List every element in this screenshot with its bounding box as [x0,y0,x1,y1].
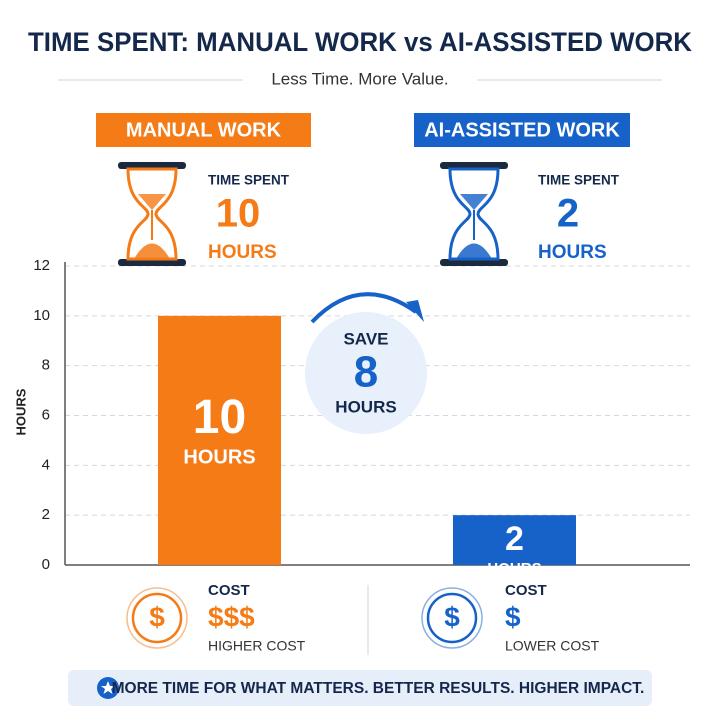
time-unit: HOURS [538,242,607,263]
time-value: 10 [216,192,261,236]
bar-value-label: 10 [193,391,246,444]
y-tick-label: 0 [42,556,50,573]
y-tick-label: 10 [33,307,50,324]
savings-value: 8 [354,348,378,397]
time-unit: HOURS [208,242,277,263]
footer-box [68,670,652,706]
y-axis-label: HOURS [13,388,28,435]
savings-bubble [305,312,427,434]
y-tick-label: 4 [42,456,50,473]
time-caption: TIME SPENT [538,173,620,188]
cost-icon [131,592,183,644]
bar-value-label: 2 [505,520,524,558]
cost-level: $ [505,601,521,632]
cost-icon-symbol: $ [444,601,460,632]
title: TIME SPENT: MANUAL WORK vs AI-ASSISTED W… [28,27,692,57]
hourglass-icon [118,162,186,266]
y-tick-label: 2 [42,506,50,523]
subtitle: Less Time. More Value. [271,69,448,88]
panel-label-box [414,113,630,147]
y-tick-label: 12 [33,257,50,274]
savings-label: SAVE [343,329,388,348]
bar-unit-label: HOURS [487,560,541,577]
cost-caption: COST [505,582,547,599]
time-value: 2 [557,192,579,236]
bar [453,515,576,565]
cost-icon-ring [421,587,483,649]
bar-unit-label: HOURS [183,447,255,469]
y-tick-label: 8 [42,357,50,374]
bar [158,315,281,565]
panel-label: AI-ASSISTED WORK [424,119,620,141]
cost-note: HIGHER COST [208,638,306,654]
cost-icon [426,592,478,644]
cost-level: $$$ [208,601,255,632]
savings-unit: HOURS [335,397,396,416]
cost-icon-symbol: $ [149,601,165,632]
cost-caption: COST [208,582,250,599]
panel-label-box [96,113,311,147]
footer-text: MORE TIME FOR WHAT MATTERS. BETTER RESUL… [112,680,645,697]
y-tick-label: 6 [42,406,50,423]
star [101,681,115,694]
time-caption: TIME SPENT [208,173,290,188]
hourglass-icon [440,162,508,266]
savings-arrowhead [406,300,424,322]
cost-note: LOWER COST [505,638,600,654]
cost-icon-ring [126,587,188,649]
panel-label: MANUAL WORK [126,119,282,141]
savings-arrow [310,292,418,324]
